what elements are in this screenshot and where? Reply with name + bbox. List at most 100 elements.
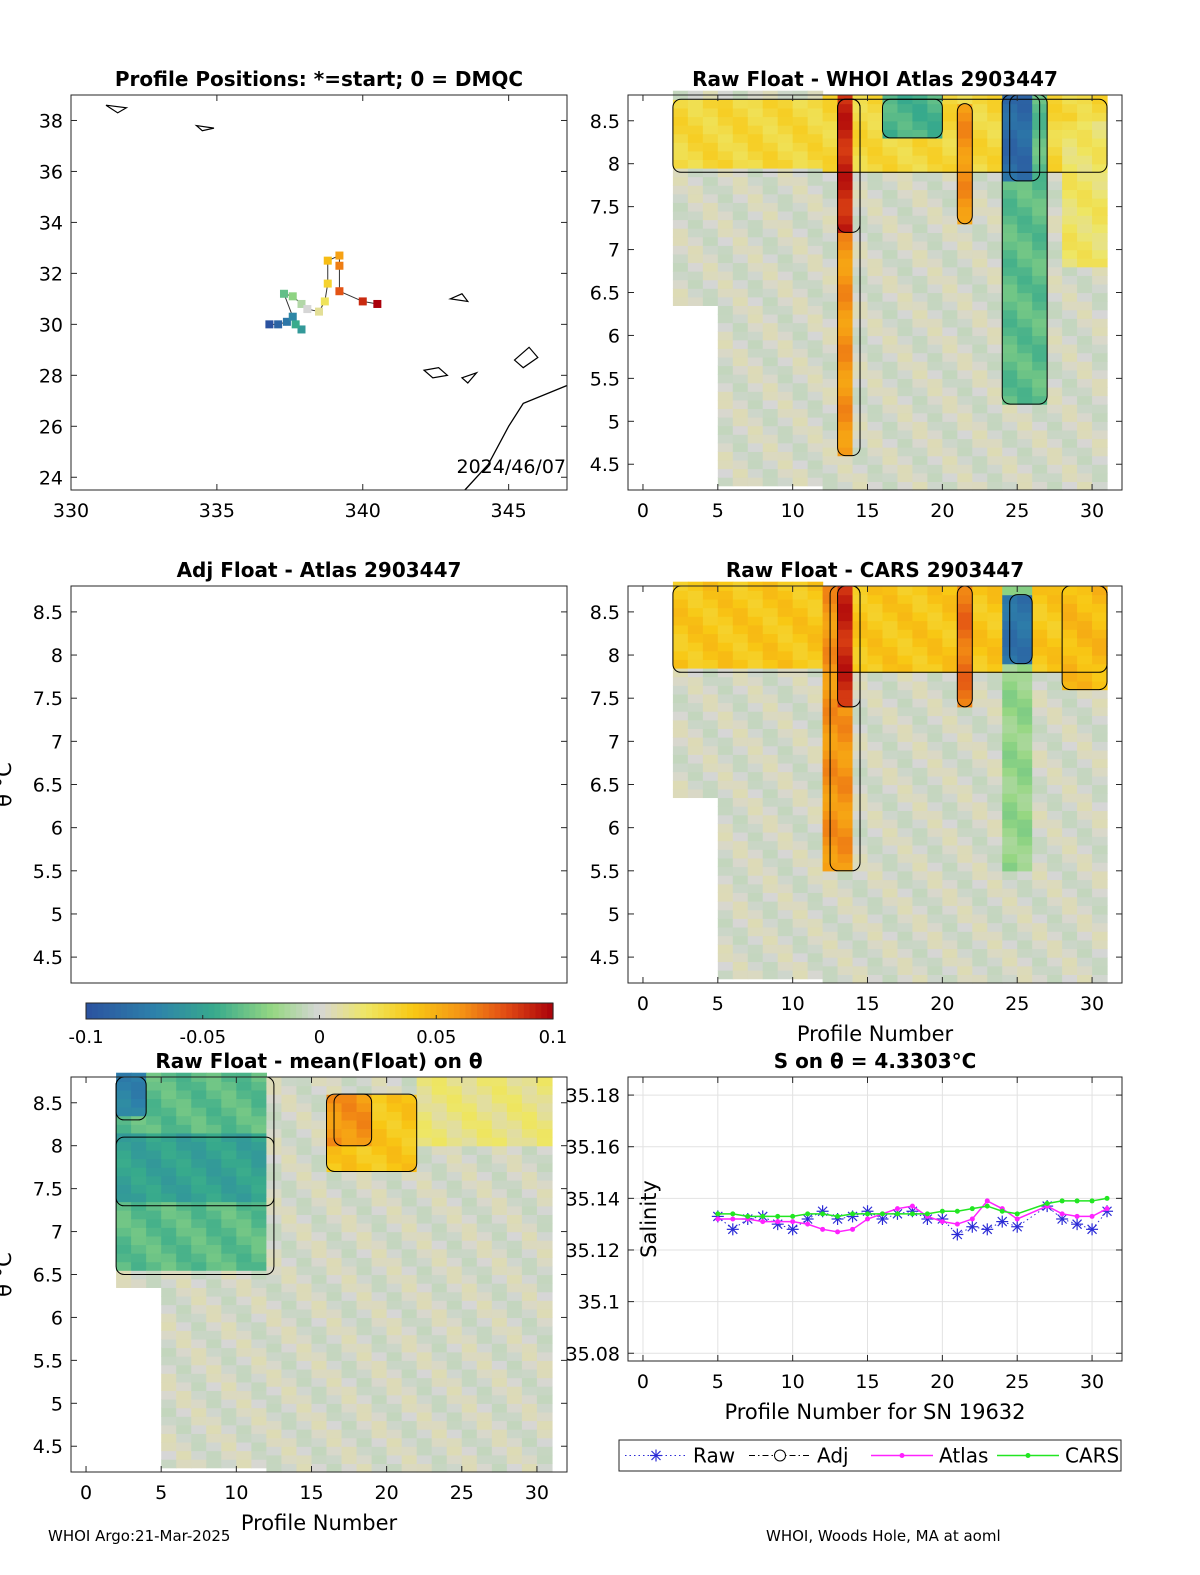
raw-cars-cell — [882, 922, 899, 932]
raw-mean-cell — [176, 1347, 192, 1357]
raw-atlas-cell — [942, 223, 958, 233]
raw-atlas-cell — [1032, 309, 1048, 319]
raw-cars-cell — [867, 913, 884, 924]
raw-mean-cell — [221, 1081, 237, 1091]
raw-mean-cell — [251, 1313, 267, 1323]
raw-cars-cell — [747, 814, 764, 824]
raw-cars-xtick-label-4: 20 — [930, 993, 954, 1015]
raw-cars-cell — [1062, 603, 1078, 613]
raw-atlas-cell — [882, 215, 899, 225]
raw-atlas-ytick-label-3: 6 — [608, 325, 620, 347]
raw-mean-xtick-label-5: 25 — [450, 1482, 474, 1504]
raw-cars-cell — [1077, 870, 1093, 881]
raw-cars-cell — [777, 624, 794, 635]
raw-mean-cell — [446, 1411, 463, 1422]
raw-atlas-cell — [822, 120, 839, 130]
raw-mean-cell — [431, 1180, 448, 1190]
raw-mean-cell — [296, 1283, 313, 1293]
raw-atlas-cell — [807, 262, 824, 272]
raw-atlas-cell — [732, 451, 749, 461]
raw-atlas-cell — [1077, 309, 1093, 319]
raw-mean-cell — [161, 1167, 177, 1177]
raw-atlas-cell — [837, 301, 854, 311]
raw-atlas-cell — [957, 180, 973, 191]
raw-atlas-cell — [1047, 172, 1063, 182]
raw-cars-cell — [1002, 775, 1018, 786]
raw-mean-cell — [191, 1459, 207, 1469]
raw-mean-cell — [191, 1184, 207, 1194]
raw-cars-cell — [1002, 689, 1018, 699]
raw-atlas-cell — [732, 296, 749, 306]
raw-mean-cell — [221, 1450, 237, 1460]
raw-cars-cell — [777, 944, 794, 954]
raw-atlas-cell — [912, 318, 928, 328]
colorbar-segment — [453, 1003, 461, 1019]
raw-atlas-cell — [1047, 386, 1063, 397]
raw-mean-cell — [386, 1188, 403, 1198]
footer-left: WHOI Argo:21-Mar-2025 — [48, 1527, 231, 1545]
raw-cars-cell — [717, 883, 734, 893]
raw-mean-cell — [281, 1420, 298, 1430]
raw-cars-cell — [867, 896, 884, 906]
raw-mean-cell — [461, 1386, 478, 1396]
raw-cars-cell — [837, 775, 854, 786]
raw-mean-cell — [431, 1386, 448, 1396]
raw-cars-cell — [717, 598, 734, 609]
raw-cars-cell — [972, 870, 988, 881]
raw-atlas-cell — [957, 155, 973, 165]
map-profile-marker — [279, 289, 288, 298]
raw-atlas-cell — [822, 292, 839, 302]
raw-cars-cell — [1017, 896, 1033, 906]
raw-atlas-cell — [777, 219, 794, 229]
raw-atlas-cell — [732, 313, 749, 324]
raw-atlas-cell — [762, 271, 779, 281]
raw-mean-cell — [296, 1180, 313, 1190]
raw-mean-cell — [416, 1197, 433, 1207]
raw-cars-cell — [972, 741, 988, 751]
raw-cars-cell — [852, 879, 869, 889]
raw-cars-cell — [1017, 741, 1033, 751]
raw-mean-cell — [431, 1283, 448, 1293]
raw-mean-cell — [491, 1197, 508, 1207]
raw-cars-cell — [687, 788, 704, 799]
raw-cars-cell — [1092, 689, 1108, 699]
raw-mean-cell — [446, 1077, 463, 1087]
raw-cars-cell — [957, 611, 973, 622]
raw-cars-cell — [1077, 913, 1093, 924]
raw-mean-cell — [221, 1227, 237, 1237]
raw-atlas-cell — [972, 455, 988, 465]
raw-mean-cell — [296, 1154, 313, 1164]
raw-atlas-cell — [717, 279, 734, 289]
raw-mean-cell — [206, 1158, 222, 1168]
raw-cars-cell — [702, 780, 719, 790]
colorbar-segment — [547, 1003, 554, 1019]
raw-atlas-cell — [987, 438, 1003, 448]
raw-mean-cell — [446, 1119, 463, 1130]
raw-mean-cell — [506, 1368, 523, 1379]
raw-mean-cell — [491, 1326, 508, 1336]
raw-cars-cell — [777, 814, 794, 824]
raw-cars-cell — [1017, 793, 1033, 803]
raw-mean-cell — [476, 1222, 493, 1233]
raw-mean-cell — [521, 1197, 538, 1207]
raw-atlas-cell — [942, 155, 958, 165]
raw-atlas-cell — [942, 335, 958, 345]
raw-mean-cell — [206, 1210, 222, 1220]
raw-cars-cell — [942, 862, 958, 872]
raw-mean-cell — [116, 1278, 132, 1288]
raw-cars-cell — [807, 728, 824, 738]
raw-mean-cell — [251, 1107, 267, 1117]
raw-mean-cell — [416, 1283, 433, 1293]
raw-mean-cell — [446, 1205, 463, 1215]
raw-cars-cell — [927, 913, 943, 924]
raw-atlas-cell — [1017, 172, 1033, 182]
raw-cars-cell — [912, 913, 928, 924]
raw-atlas-cell — [882, 378, 899, 388]
raw-mean-cell — [266, 1351, 283, 1361]
raw-cars-cell — [972, 586, 988, 596]
raw-mean-cell — [356, 1420, 373, 1430]
raw-mean-cell — [536, 1102, 553, 1112]
raw-atlas-cell — [1062, 438, 1078, 448]
raw-cars-cell — [837, 793, 854, 803]
raw-atlas-cell — [762, 185, 779, 195]
